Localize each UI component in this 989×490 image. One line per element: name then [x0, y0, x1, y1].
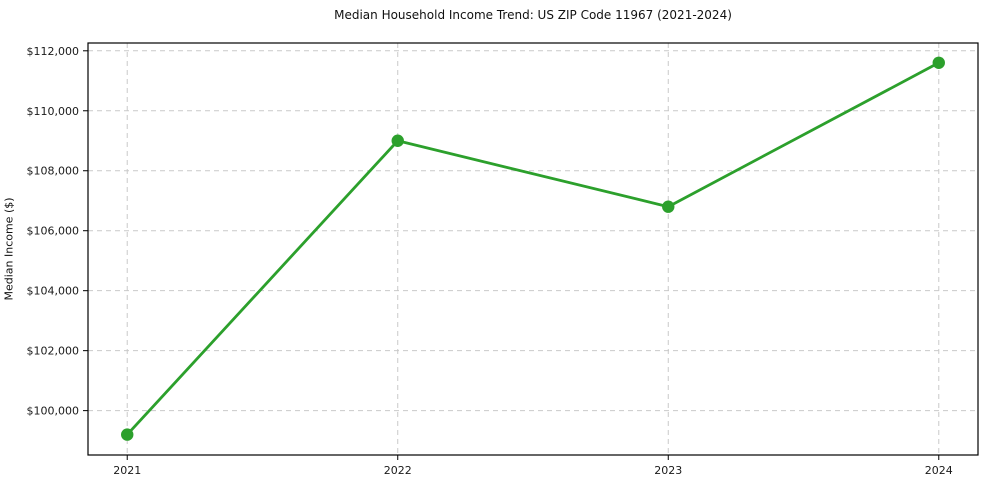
- y-tick-label: $112,000: [27, 45, 80, 58]
- y-tick-label: $108,000: [27, 165, 80, 178]
- data-point: [391, 134, 404, 147]
- chart-title: Median Household Income Trend: US ZIP Co…: [334, 8, 732, 22]
- data-point: [662, 200, 675, 213]
- y-tick-label: $104,000: [27, 285, 80, 298]
- y-tick-label: $106,000: [27, 225, 80, 238]
- data-point: [932, 56, 945, 69]
- x-tick-label: 2024: [925, 464, 953, 477]
- x-tick-label: 2022: [384, 464, 412, 477]
- x-tick-label: 2023: [654, 464, 682, 477]
- data-line: [125, 61, 941, 437]
- y-tick-label: $110,000: [27, 105, 80, 118]
- y-tick-label: $102,000: [27, 345, 80, 358]
- x-tick-label: 2021: [113, 464, 141, 477]
- y-tick-label: $100,000: [27, 405, 80, 418]
- data-point: [121, 428, 134, 441]
- plot-border: [87, 42, 979, 456]
